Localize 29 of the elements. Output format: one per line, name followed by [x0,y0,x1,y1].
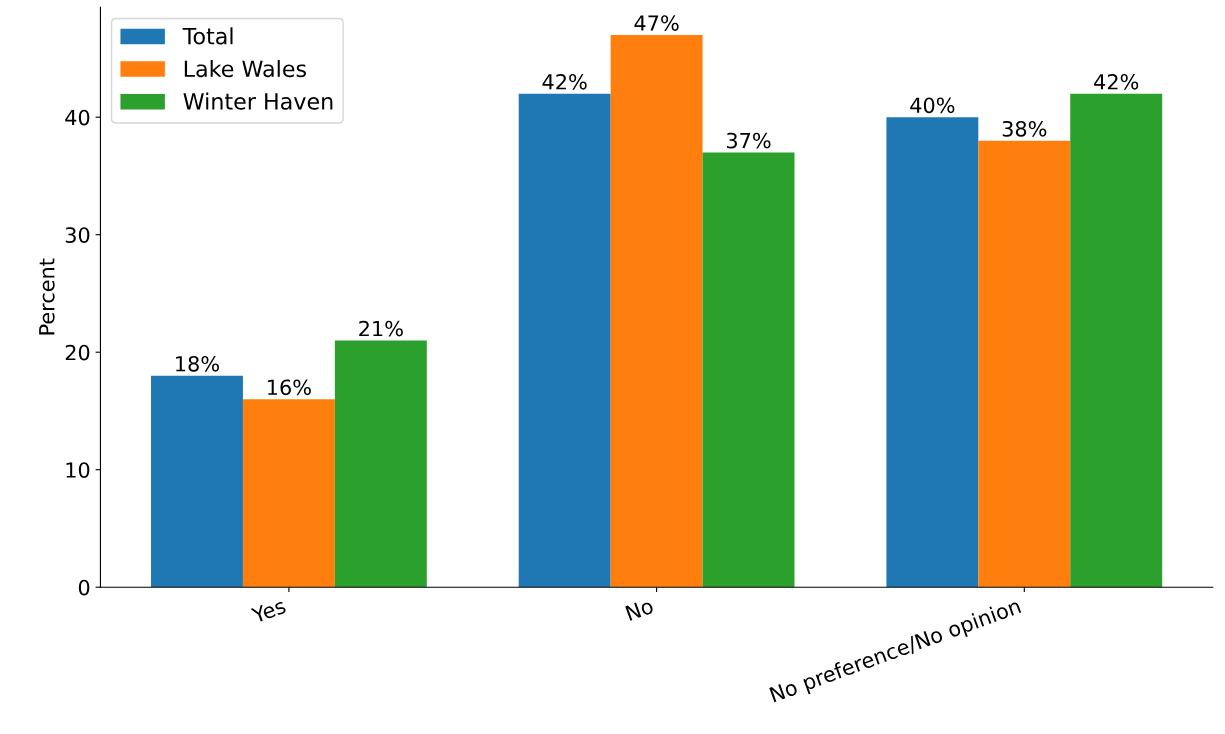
bar [886,117,979,588]
data-label: 18% [176,355,219,372]
legend-label: Winter Haven [183,92,333,110]
y-tick-label: 0 [78,579,90,596]
bar [518,93,611,588]
legend-label: Total [182,27,233,45]
bar [1070,93,1163,588]
bar [978,140,1071,588]
y-tick-label: 20 [65,344,90,361]
bar [610,34,703,588]
bar [334,340,427,588]
x-tick-label: Yes [250,597,287,624]
y-tick-label: 40 [65,109,90,126]
data-label: 21% [359,320,403,337]
x-tick-label: No [625,597,655,622]
data-label: 40% [910,97,955,114]
data-label: 42% [1094,73,1139,90]
legend-label: Lake Wales [184,59,306,78]
bar [702,152,795,588]
data-label: 47% [634,15,679,31]
bar [242,399,335,588]
y-axis-title: Percent [39,258,55,335]
bar [151,375,243,588]
data-label: 42% [542,73,587,90]
y-tick-label: 10 [66,462,90,478]
data-label: 38% [1002,120,1047,137]
data-label: 16% [268,379,311,396]
y-tick-label: 30 [65,227,90,243]
data-label: 37% [726,132,771,149]
